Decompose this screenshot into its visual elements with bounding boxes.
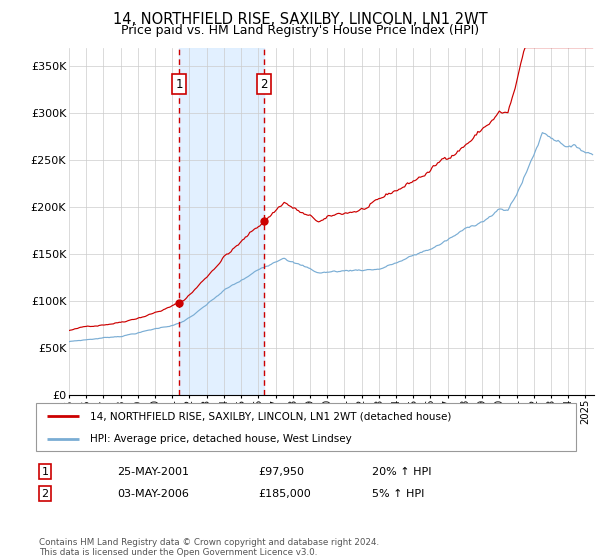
Text: Contains HM Land Registry data © Crown copyright and database right 2024.
This d: Contains HM Land Registry data © Crown c… <box>39 538 379 557</box>
Text: £97,950: £97,950 <box>258 466 304 477</box>
Text: 20% ↑ HPI: 20% ↑ HPI <box>372 466 431 477</box>
Text: 2: 2 <box>260 77 268 91</box>
Text: 1: 1 <box>41 466 49 477</box>
Text: £185,000: £185,000 <box>258 489 311 499</box>
FancyBboxPatch shape <box>36 403 576 451</box>
Text: Price paid vs. HM Land Registry's House Price Index (HPI): Price paid vs. HM Land Registry's House … <box>121 24 479 37</box>
Text: 14, NORTHFIELD RISE, SAXILBY, LINCOLN, LN1 2WT: 14, NORTHFIELD RISE, SAXILBY, LINCOLN, L… <box>113 12 487 27</box>
Text: HPI: Average price, detached house, West Lindsey: HPI: Average price, detached house, West… <box>90 434 352 444</box>
Text: 25-MAY-2001: 25-MAY-2001 <box>117 466 189 477</box>
Text: 14, NORTHFIELD RISE, SAXILBY, LINCOLN, LN1 2WT (detached house): 14, NORTHFIELD RISE, SAXILBY, LINCOLN, L… <box>90 411 451 421</box>
Text: 2: 2 <box>41 489 49 499</box>
Text: 1: 1 <box>175 77 183 91</box>
Text: 5% ↑ HPI: 5% ↑ HPI <box>372 489 424 499</box>
Text: 03-MAY-2006: 03-MAY-2006 <box>117 489 189 499</box>
